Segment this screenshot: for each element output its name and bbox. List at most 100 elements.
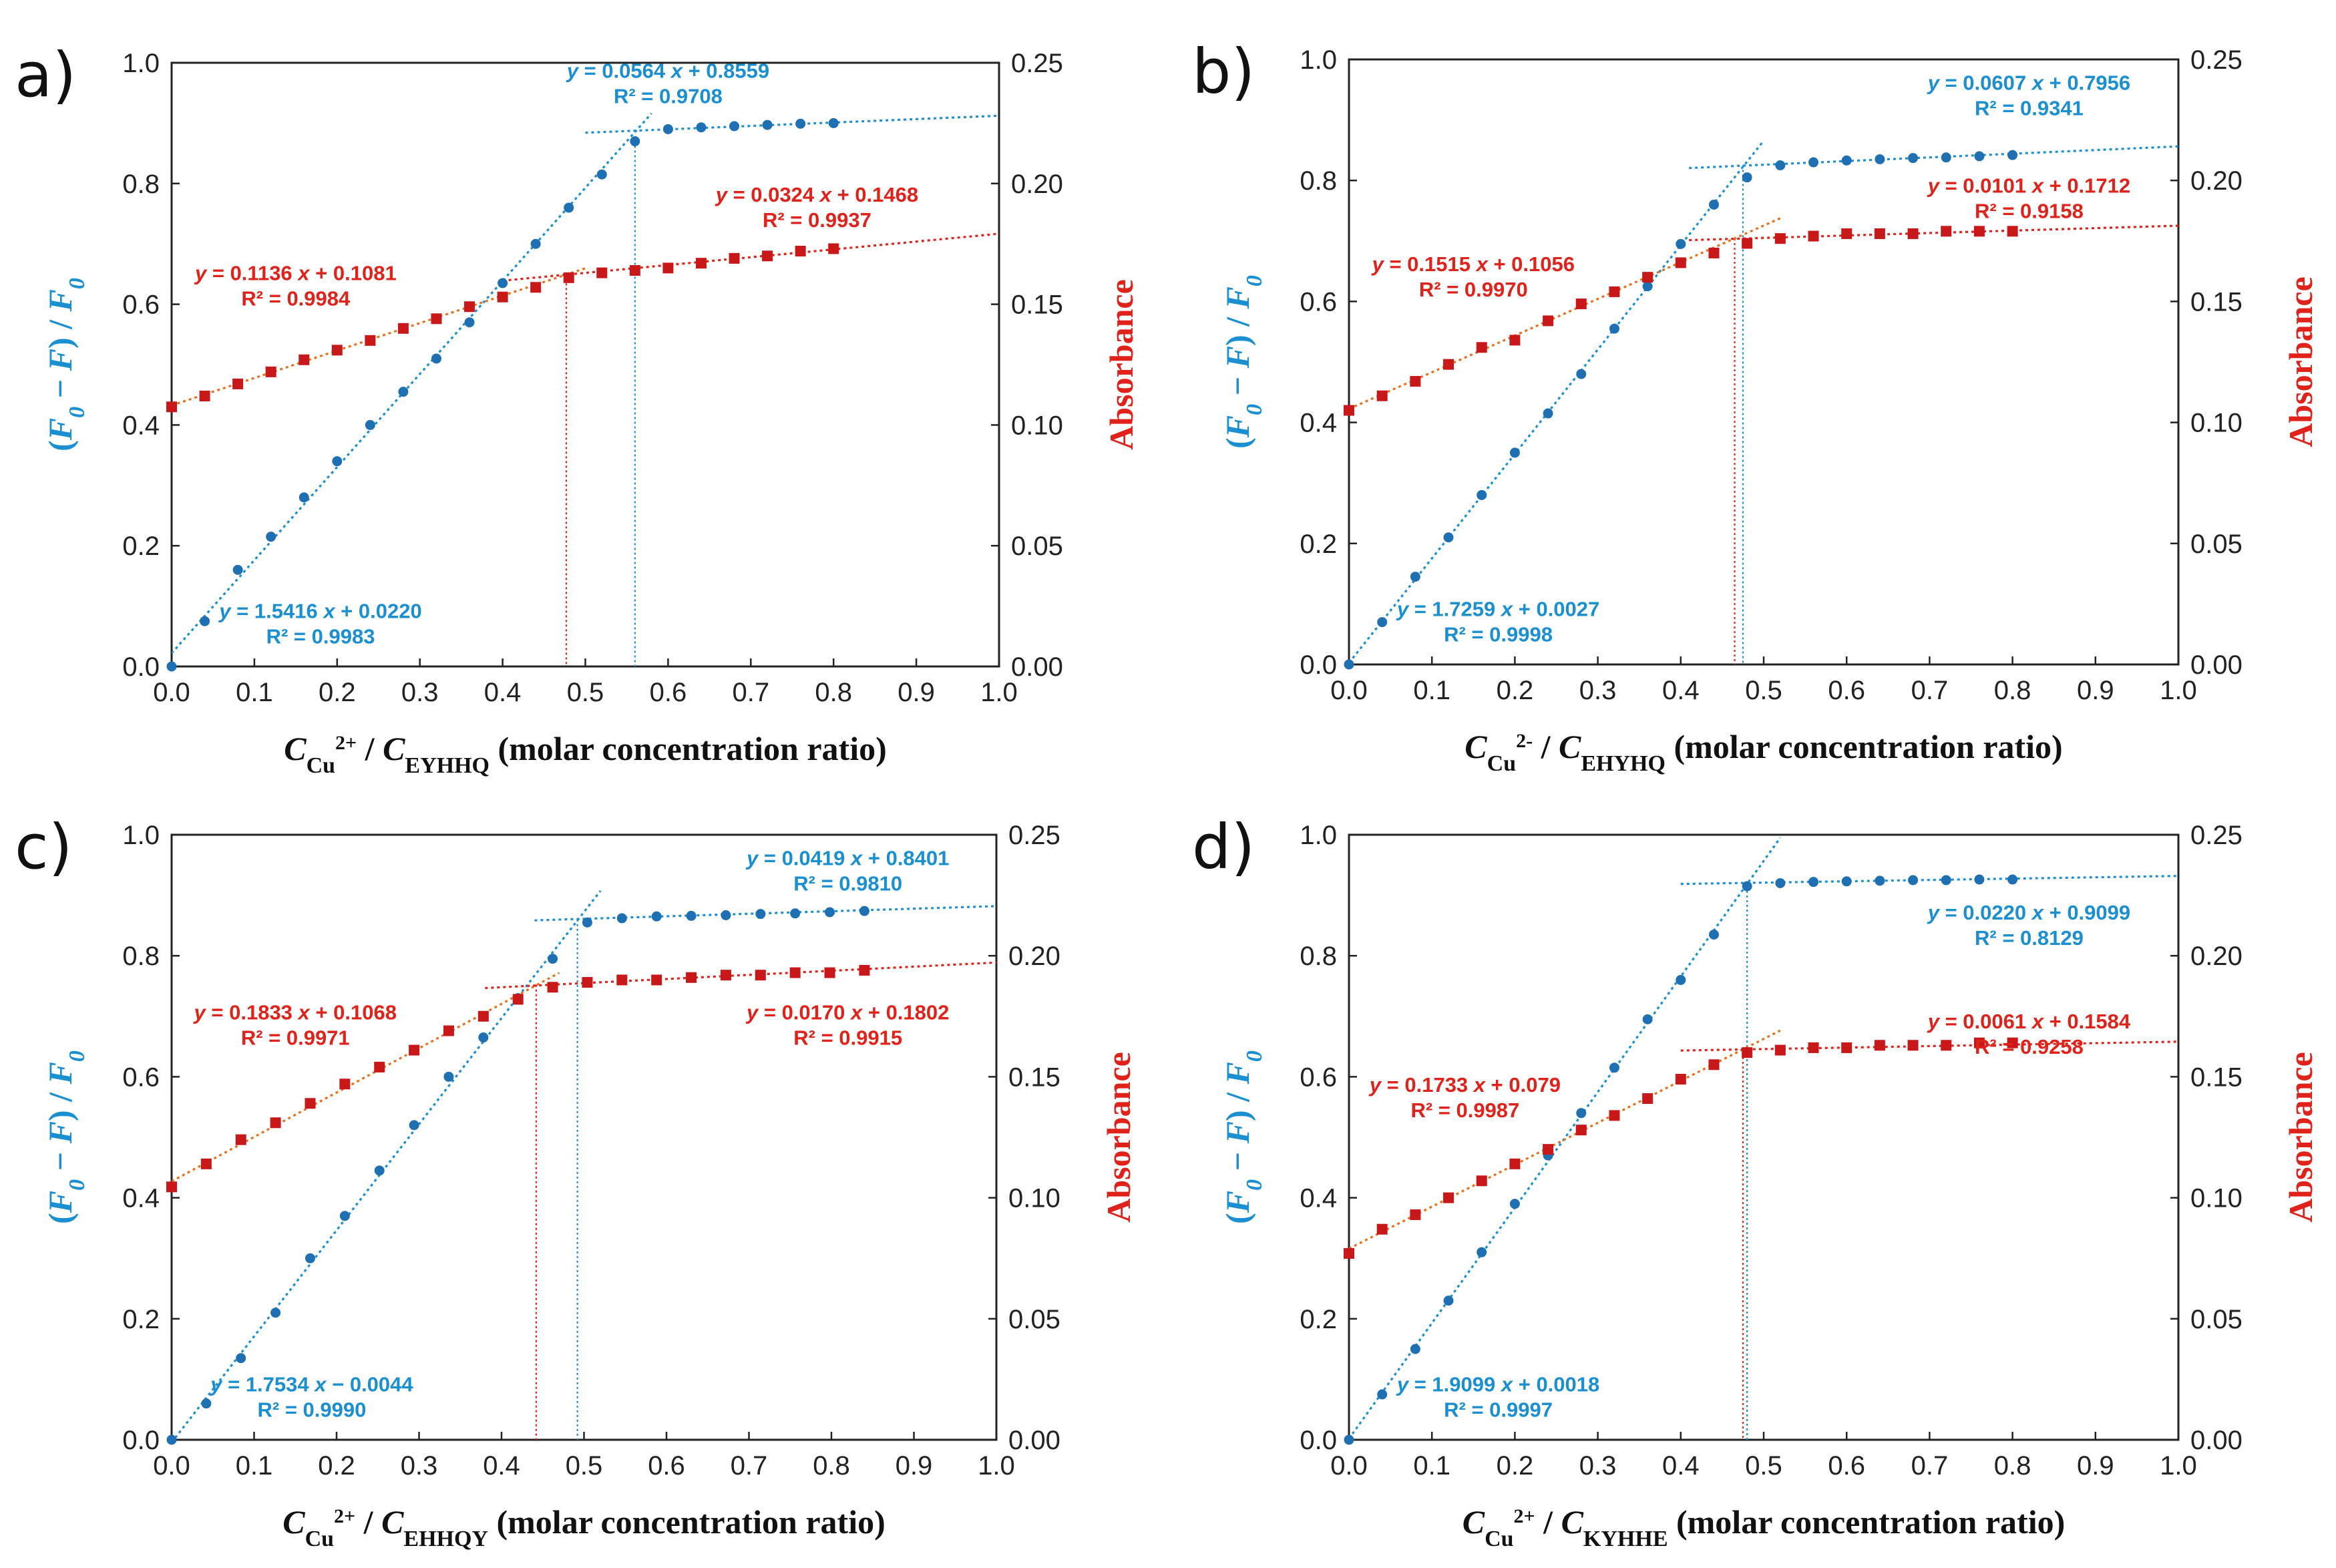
data-point-fluorescence bbox=[1742, 172, 1752, 183]
data-point-absorbance bbox=[1509, 1158, 1521, 1169]
y-left-tick-label: 0.2 bbox=[122, 1305, 160, 1334]
data-point-fluorescence bbox=[1808, 877, 1819, 888]
panel-a: a) 0.0 0.1 0.2 0.3 0.4 0.5 0.6 0.7 0.8 0.9 1.0 0.0 0.… bbox=[15, 39, 1140, 778]
plot-frame bbox=[1348, 58, 2180, 666]
data-point-absorbance bbox=[1708, 247, 1720, 258]
fit-equation: y = 0.0607 x + 0.7956 bbox=[1927, 71, 2130, 94]
svg-text:(F0 − F) / F0: (F0 − F) / F0 bbox=[1219, 1050, 1267, 1224]
x-tick-label: 0.8 bbox=[813, 1451, 850, 1481]
y-right-tick-label: 0.10 bbox=[1011, 411, 1063, 440]
svg-text:(F0 − F) / F0: (F0 − F) / F0 bbox=[41, 278, 89, 451]
data-point-fluorescence bbox=[232, 564, 243, 575]
data-point-absorbance bbox=[1543, 315, 1554, 327]
x-tick-label: 0.9 bbox=[898, 678, 935, 707]
data-point-fluorescence bbox=[1775, 877, 1786, 888]
data-point-absorbance bbox=[582, 977, 593, 988]
data-point-absorbance bbox=[1808, 230, 1819, 242]
y-left-tick-label: 0.8 bbox=[122, 170, 160, 199]
y-left-tick-label: 0.0 bbox=[1300, 1426, 1337, 1455]
y-left-tick-label: 0.2 bbox=[1300, 530, 1337, 559]
y-right-tick-label: 0.20 bbox=[1011, 170, 1063, 199]
x-tick-label: 0.1 bbox=[236, 678, 273, 707]
data-point-fluorescence bbox=[1344, 1434, 1354, 1445]
data-point-absorbance bbox=[512, 994, 524, 1005]
y-right-tick-label: 0.10 bbox=[2190, 1184, 2243, 1213]
y-axis-label-right: Absorbance bbox=[1103, 279, 1140, 450]
y-right-tick-label: 0.05 bbox=[1011, 532, 1063, 561]
data-point-absorbance bbox=[339, 1079, 351, 1090]
data-point-absorbance bbox=[662, 262, 674, 274]
y-right-tick-label: 0.15 bbox=[2190, 287, 2243, 317]
data-point-fluorescence bbox=[1377, 617, 1388, 628]
y-left-tick-label: 1.0 bbox=[122, 49, 160, 78]
data-point-fluorescence bbox=[825, 907, 835, 918]
plot-area bbox=[1349, 837, 2178, 1440]
data-point-fluorescence bbox=[1875, 154, 1885, 164]
data-point-fluorescence bbox=[166, 661, 177, 672]
data-point-absorbance bbox=[629, 264, 640, 276]
data-point-absorbance bbox=[235, 1134, 246, 1145]
x-tick-label: 0.6 bbox=[1828, 1451, 1865, 1481]
x-tick-label: 0.1 bbox=[1413, 676, 1450, 705]
fit-r-squared: R² = 0.9258 bbox=[1975, 1035, 2084, 1058]
plot-area bbox=[1349, 140, 2178, 664]
y-right-tick-label: 0.25 bbox=[2190, 821, 2243, 850]
data-point-absorbance bbox=[755, 970, 766, 981]
panel-label: b) bbox=[1192, 36, 1255, 108]
x-tick-label: 0.4 bbox=[483, 1451, 520, 1481]
x-tick-label: 0.5 bbox=[566, 1451, 603, 1481]
y-right-tick-label: 0.10 bbox=[1008, 1184, 1060, 1213]
data-point-absorbance bbox=[1376, 1223, 1388, 1235]
fit-line bbox=[1349, 1029, 1781, 1250]
x-tick-label: 0.5 bbox=[1745, 1451, 1782, 1481]
data-point-fluorescence bbox=[201, 1398, 212, 1409]
y-axis-label-right: Absorbance bbox=[1100, 1052, 1137, 1223]
fit-r-squared: R² = 0.9341 bbox=[1975, 96, 2084, 120]
fit-line bbox=[1349, 217, 1781, 410]
data-point-absorbance bbox=[563, 272, 574, 283]
svg-text:Absorbance: Absorbance bbox=[2282, 1052, 2319, 1223]
data-point-absorbance bbox=[1742, 1047, 1753, 1058]
data-point-fluorescence bbox=[729, 121, 740, 132]
y-left-tick-label: 0.4 bbox=[1300, 1184, 1337, 1213]
x-tick-label: 0.8 bbox=[815, 678, 852, 707]
y-left-tick-label: 0.6 bbox=[122, 290, 160, 320]
data-point-absorbance bbox=[824, 967, 835, 978]
data-point-absorbance bbox=[789, 967, 801, 978]
y-left-tick-label: 0.0 bbox=[122, 652, 160, 682]
fit-equation: y = 0.1136 x + 0.1081 bbox=[194, 261, 397, 284]
data-point-fluorescence bbox=[398, 387, 409, 397]
fit-line bbox=[502, 232, 999, 282]
data-point-absorbance bbox=[1476, 342, 1487, 353]
data-point-absorbance bbox=[859, 964, 870, 976]
data-point-fluorescence bbox=[1908, 875, 1919, 886]
data-point-absorbance bbox=[2007, 1037, 2018, 1048]
data-point-absorbance bbox=[443, 1025, 454, 1036]
x-tick-label: 0.6 bbox=[1828, 676, 1865, 705]
data-point-fluorescence bbox=[332, 456, 343, 467]
data-point-absorbance bbox=[1376, 390, 1388, 401]
data-point-fluorescence bbox=[582, 917, 592, 928]
x-tick-label: 1.0 bbox=[2160, 676, 2197, 705]
y-left-tick-label: 0.8 bbox=[122, 942, 160, 971]
data-point-fluorescence bbox=[299, 492, 309, 503]
x-tick-label: 0.2 bbox=[318, 1451, 355, 1481]
data-point-absorbance bbox=[1509, 335, 1521, 346]
data-point-fluorescence bbox=[630, 136, 640, 147]
y-right-tick-label: 0.05 bbox=[2190, 530, 2243, 559]
data-point-fluorescence bbox=[1941, 875, 1951, 886]
data-point-absorbance bbox=[331, 345, 343, 356]
data-point-absorbance bbox=[265, 366, 276, 377]
panel-c: c) 0.0 0.1 0.2 0.3 0.4 0.5 0.6 0.7 0.8 0.9 1.0 0.0 0.… bbox=[15, 811, 1137, 1551]
data-point-fluorescence bbox=[1576, 1108, 1587, 1119]
fit-equation: y = 0.0170 x + 0.1802 bbox=[745, 1000, 949, 1024]
fit-line bbox=[1689, 224, 2178, 242]
data-point-absorbance bbox=[1941, 1040, 1952, 1051]
data-point-absorbance bbox=[1708, 1059, 1720, 1070]
data-point-fluorescence bbox=[696, 122, 707, 133]
fit-equation: y = 0.0324 x + 0.1468 bbox=[715, 183, 918, 206]
data-point-fluorescence bbox=[464, 317, 475, 328]
data-point-fluorescence bbox=[1908, 153, 1919, 164]
svg-text:(F0 − F) / F0: (F0 − F) / F0 bbox=[1219, 275, 1267, 449]
